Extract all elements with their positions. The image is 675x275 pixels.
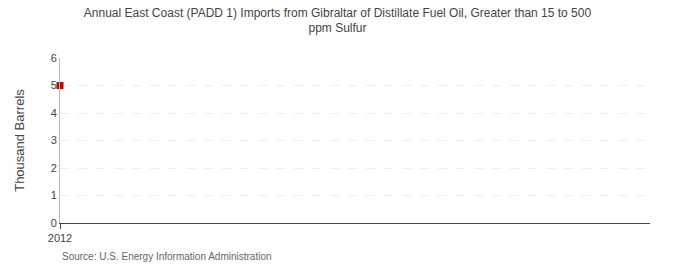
svg-text:0: 0	[51, 217, 57, 229]
svg-text:6: 6	[51, 52, 57, 64]
svg-text:Thousand Barrels: Thousand Barrels	[12, 89, 27, 192]
svg-text:5: 5	[51, 79, 57, 91]
svg-text:Source: U.S. Energy Informatio: Source: U.S. Energy Information Administ…	[62, 251, 272, 262]
svg-text:2012: 2012	[48, 232, 72, 244]
svg-text:1: 1	[51, 189, 57, 201]
svg-text:3: 3	[51, 134, 57, 146]
svg-text:Annual East Coast (PADD 1) Imp: Annual East Coast (PADD 1) Imports from …	[84, 6, 592, 36]
svg-text:2: 2	[51, 162, 57, 174]
svg-text:4: 4	[51, 107, 57, 119]
